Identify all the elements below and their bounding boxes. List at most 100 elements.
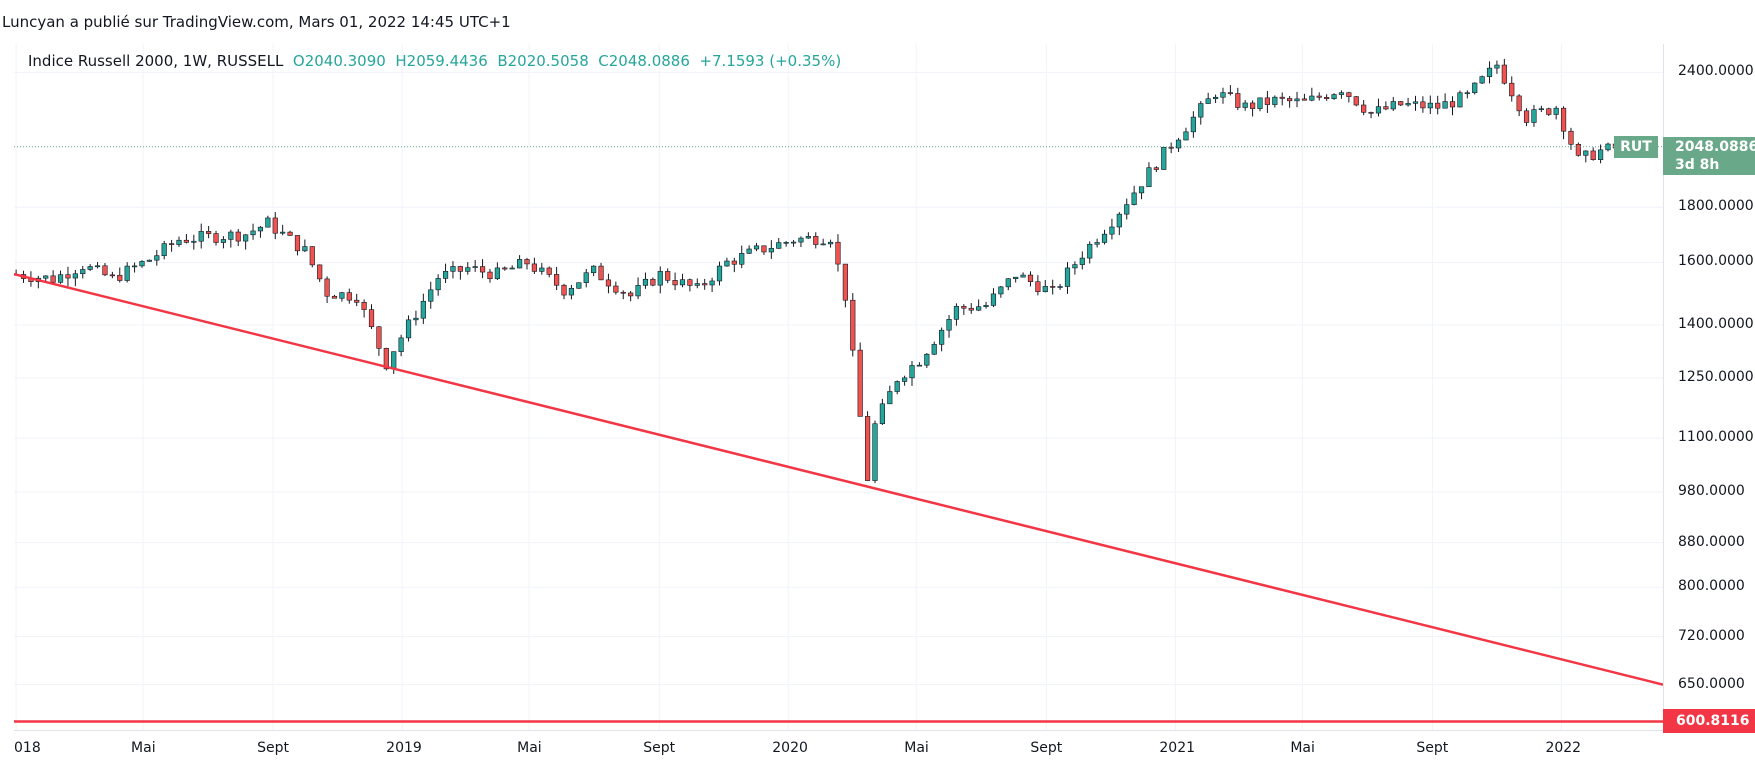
chart-plot-area[interactable] — [14, 44, 1663, 730]
candle-up — [820, 243, 826, 246]
candle-down — [1250, 102, 1256, 109]
candle-up — [139, 261, 145, 267]
candle-up — [924, 353, 930, 366]
candle-up — [420, 300, 426, 319]
candle-up — [1412, 101, 1419, 104]
candle-down — [813, 236, 819, 245]
price-tick-label: 1250.0000 — [1678, 369, 1754, 386]
candle-up — [1486, 67, 1493, 77]
candle-up — [753, 245, 760, 250]
candle-down — [1050, 286, 1056, 288]
candle-down — [183, 239, 190, 243]
candle-up — [983, 305, 989, 307]
bar-countdown: 3d 8h — [1675, 156, 1720, 173]
candle-up — [939, 329, 945, 345]
candle-up — [1338, 92, 1345, 95]
candle-up — [768, 248, 774, 253]
candle-down — [1168, 146, 1174, 149]
candle-up — [250, 230, 256, 236]
candle-up — [1472, 82, 1478, 94]
candle-up — [568, 287, 575, 296]
candle-up — [228, 231, 234, 240]
candle-up — [1479, 76, 1485, 84]
candle-up — [716, 265, 723, 282]
candle-down — [65, 274, 71, 279]
candle-up — [398, 337, 404, 352]
candle-up — [916, 364, 923, 367]
candle-up — [746, 248, 752, 254]
time-tick-label: Mai — [904, 740, 929, 756]
legend-change: +7.1593 (+0.35%) — [699, 52, 842, 70]
candle-up — [776, 242, 782, 249]
candle-up — [154, 255, 160, 261]
candle-down — [842, 263, 848, 301]
candle-down — [368, 309, 375, 328]
candle-up — [1272, 96, 1278, 105]
candle-down — [864, 416, 871, 481]
candle-up — [976, 306, 982, 311]
candle-up — [57, 274, 64, 283]
candle-down — [361, 302, 367, 310]
candle-down — [287, 231, 293, 236]
candle-up — [635, 285, 641, 297]
candle-down — [1279, 96, 1285, 99]
last-price-value: 2048.0886 — [1675, 138, 1755, 155]
candle-down — [1560, 107, 1567, 132]
candle-up — [1531, 109, 1537, 123]
symbol-legend[interactable]: Indice Russell 2000, 1W, RUSSELL O2040.3… — [28, 52, 841, 70]
candle-up — [43, 275, 49, 279]
candle-down — [1509, 82, 1515, 97]
candle-up — [176, 239, 182, 245]
time-tick-label: Sept — [643, 740, 676, 756]
candle-up — [1257, 97, 1263, 109]
price-tick-label: 1400.0000 — [1678, 316, 1754, 333]
price-chart[interactable] — [14, 44, 1663, 730]
candle-down — [665, 271, 671, 281]
candle-up — [265, 217, 271, 228]
legend-open: O2040.3090 — [292, 52, 386, 70]
price-tick-label: 1600.0000 — [1678, 253, 1754, 270]
candle-up — [872, 423, 878, 481]
candle-up — [243, 234, 249, 242]
candle-down — [109, 274, 115, 277]
candle-down — [1501, 64, 1507, 84]
candle-up — [1020, 274, 1026, 278]
candle-up — [494, 267, 500, 280]
candle-down — [1420, 101, 1426, 109]
candle-up — [990, 293, 997, 306]
candle-down — [1516, 95, 1522, 112]
candle-down — [672, 280, 678, 286]
price-tick-label: 980.0000 — [1678, 483, 1745, 500]
candle-up — [739, 253, 745, 265]
candle-down — [1324, 97, 1330, 99]
candle-up — [1101, 233, 1108, 243]
candle-down — [317, 264, 323, 280]
candle-down — [598, 265, 604, 281]
candle-up — [191, 240, 197, 243]
candle-down — [546, 267, 552, 275]
time-tick-label: 2021 — [1159, 740, 1196, 756]
candle-down — [50, 275, 56, 283]
candle-up — [94, 265, 101, 268]
candle-down — [561, 284, 567, 296]
price-tick-label: 650.0000 — [1678, 675, 1745, 692]
time-axis[interactable]: 018 Mai Sept 2019 Mai Sept 2020 Mai Sept 2021 Mai S… — [14, 730, 1663, 765]
candle-down — [554, 274, 560, 286]
legend-name: Indice Russell 2000, 1W, RUSSELL — [28, 52, 284, 70]
candle-down — [731, 260, 737, 265]
publisher-line: Luncyan a publié sur TradingView.com, Ma… — [2, 13, 511, 31]
candle-up — [1405, 103, 1411, 106]
candle-up — [391, 351, 397, 370]
candle-down — [206, 231, 212, 234]
grid-layer — [14, 44, 1663, 730]
candle-up — [931, 344, 937, 355]
candle-up — [1146, 167, 1152, 188]
candle-down — [1153, 167, 1159, 170]
candle-up — [1064, 267, 1071, 287]
time-tick-label: 018 — [14, 740, 41, 756]
candle-down — [1383, 106, 1389, 110]
candle-down — [1346, 92, 1352, 97]
candle-down — [1435, 102, 1441, 109]
time-tick-label: 2020 — [772, 740, 808, 756]
time-tick-label: 2022 — [1545, 740, 1582, 756]
